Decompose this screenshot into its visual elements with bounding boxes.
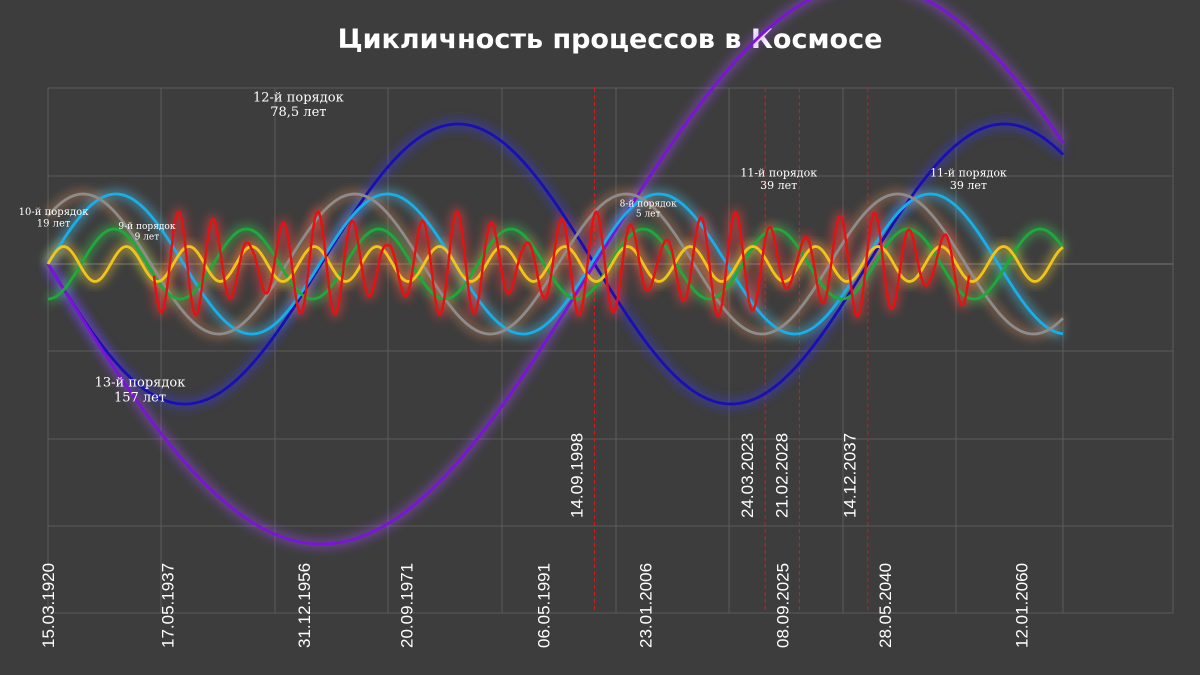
x-tick-label: 23.01.2006 bbox=[637, 563, 656, 648]
annotation-label: 8-й порядок 5 лет bbox=[620, 199, 677, 219]
marker-lines bbox=[593, 88, 869, 613]
series-line bbox=[46, 245, 1064, 283]
marker-label: 24.03.2023 bbox=[738, 433, 757, 518]
series-line bbox=[152, 210, 971, 318]
x-tick-label: 31.12.1956 bbox=[295, 563, 314, 648]
series-glows bbox=[44, 0, 1067, 549]
marker-labels: 14.09.1998 24.03.2023 21.02.2028 14.12.2037 bbox=[567, 433, 859, 518]
marker-label: 14.09.1998 bbox=[567, 433, 586, 518]
annotation-label: 10-й порядок 19 лет bbox=[19, 207, 90, 230]
annotations: 12-й порядок 78,5 лет 13-й порядок 157 лет 1… bbox=[19, 90, 1007, 405]
series-line bbox=[46, 192, 1064, 336]
x-tick-label: 15.03.1920 bbox=[39, 563, 58, 648]
x-tick-label: 20.09.1971 bbox=[398, 563, 417, 648]
x-tick-label: 12.01.2060 bbox=[1012, 563, 1031, 648]
annotation-label: 12-й порядок 78,5 лет bbox=[253, 90, 344, 120]
chart-title: Цикличность процессов в Космосе bbox=[338, 24, 883, 55]
annotation-label: 13-й порядок 157 лет bbox=[95, 376, 186, 406]
annotation-label: 11-й порядок 39 лет bbox=[930, 167, 1007, 193]
series-line bbox=[46, 122, 1064, 406]
series-line bbox=[46, 0, 1065, 546]
marker-label: 14.12.2037 bbox=[841, 433, 860, 518]
series-lines bbox=[46, 0, 1065, 546]
x-tick-label: 06.05.1991 bbox=[534, 563, 553, 648]
x-tick-label: 28.05.2040 bbox=[876, 563, 895, 648]
annotation-label: 11-й порядок 39 лет bbox=[740, 167, 817, 193]
x-tick-label: 08.09.2025 bbox=[773, 563, 792, 648]
marker-label: 21.02.2028 bbox=[772, 433, 791, 518]
series-line bbox=[47, 227, 1065, 301]
series-line bbox=[46, 192, 1064, 336]
x-tick-label: 17.05.1937 bbox=[159, 563, 178, 648]
annotation-label: 9-й порядок 9 лет bbox=[118, 222, 175, 242]
x-tick-labels: 15.03.1920 17.05.1937 31.12.1956 20.09.1971… bbox=[39, 563, 1031, 648]
